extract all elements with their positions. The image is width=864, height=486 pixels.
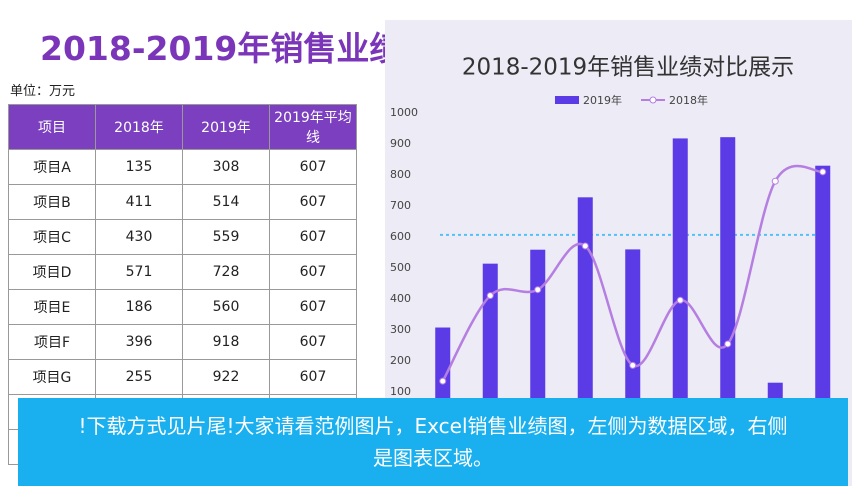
y-tick-label: 600 [390,230,411,243]
table-cell: 922 [182,359,270,395]
table-row: 项目G 255 922 607 [8,359,357,395]
bar [720,137,736,423]
table-cell: 255 [95,359,183,395]
table-row: 项目D 571 728 607 [8,254,357,290]
line-marker [486,292,494,300]
table-cell: 项目E [8,289,96,325]
y-tick-label: 400 [390,292,411,305]
table-cell: 项目B [8,184,96,220]
table-cell: 607 [269,289,357,325]
legend-swatch [555,96,579,104]
line-marker [629,361,637,369]
table-row: 项目B 411 514 607 [8,184,357,220]
table-header: 2019年 [182,104,270,150]
y-tick-label: 900 [390,137,411,150]
y-tick-label: 200 [390,354,411,367]
bar [577,197,593,423]
table-cell: 项目D [8,254,96,290]
legend-label: 2019年 [583,93,622,107]
table-cell: 411 [95,184,183,220]
line-marker [819,168,827,176]
line-series [441,164,823,382]
table-cell: 560 [182,289,270,325]
chart-title: 2018-2019年销售业绩对比展示 [462,55,794,81]
table-header: 项目 [8,104,96,150]
table-cell: 728 [182,254,270,290]
line-marker [724,340,732,348]
table-cell: 607 [269,254,357,290]
bar [530,249,546,423]
table-cell: 607 [269,184,357,220]
line-marker [439,377,447,385]
table-cell: 项目G [8,359,96,395]
line-marker [771,177,779,185]
table-cell: 项目A [8,149,96,185]
table-row: 项目E 186 560 607 [8,289,357,325]
table-header: 2019年平均线 [269,104,357,150]
y-tick-label: 1000 [390,106,418,119]
table-row: 项目A 135 308 607 [8,149,357,185]
y-tick-label: 300 [390,323,411,336]
page-title: 2018-2019年销售业绩 [40,29,403,68]
unit-label: 单位：万元 [10,84,76,99]
table-cell: 514 [182,184,270,220]
y-tick-label: 500 [390,261,411,274]
line-marker [534,286,542,294]
bar [672,138,688,424]
table-cell: 项目C [8,219,96,255]
table-cell: 135 [95,149,183,185]
y-tick-label: 100 [390,385,411,398]
table-cell: 308 [182,149,270,185]
line-marker [676,296,684,304]
bar [815,165,831,423]
table-cell: 430 [95,219,183,255]
table-cell: 607 [269,219,357,255]
caption: !下载方式见片尾!大家请看范例图片，Excel销售业绩图，左侧为数据区域，右侧是… [18,398,848,486]
bar [625,249,641,423]
bar [482,263,498,423]
y-tick-label: 700 [390,199,411,212]
table-cell: 607 [269,324,357,360]
legend-label: 2018年 [669,93,708,107]
y-tick-label: 800 [390,168,411,181]
legend-swatch [649,96,657,104]
line-marker [581,242,589,250]
